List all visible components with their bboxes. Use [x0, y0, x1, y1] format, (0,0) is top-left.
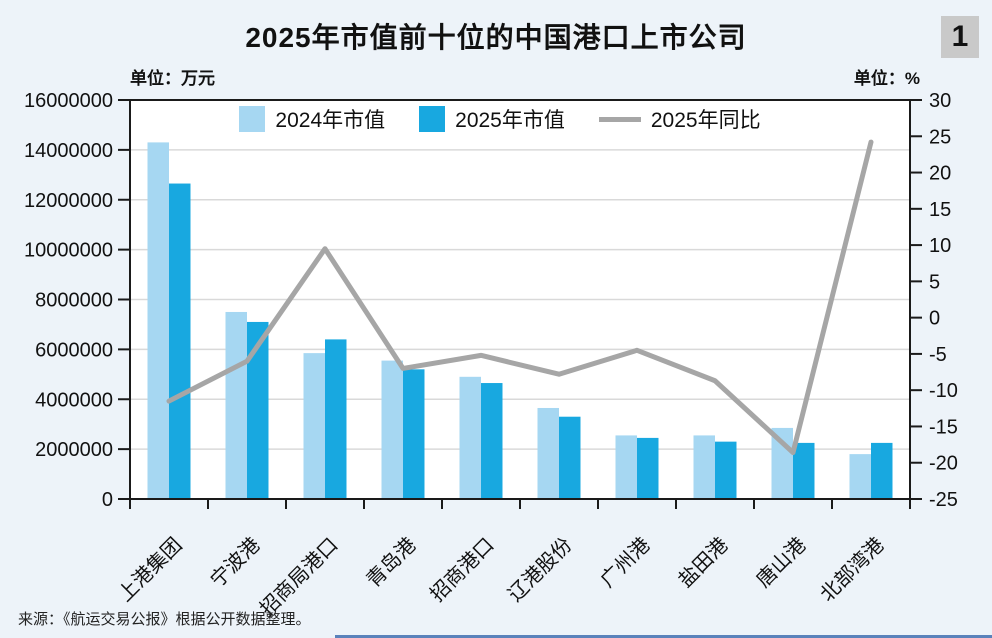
legend-swatch-2024-icon	[239, 106, 266, 132]
left-axis-tick-label: 10000000	[24, 240, 113, 262]
bar-2025年市值-北部湾港	[871, 442, 893, 499]
left-axis-tick-label: 4000000	[35, 389, 113, 411]
left-axis-tick-label: 14000000	[24, 140, 113, 162]
bar-2025年市值-招商局港口	[325, 339, 347, 499]
bar-2024年市值-宁波港	[225, 311, 247, 499]
bar-2025年市值-青岛港	[403, 369, 425, 499]
source-credit: 来源：《航运交易公报》根据公开数据整理。	[18, 612, 311, 628]
bar-2024年市值-青岛港	[381, 360, 403, 499]
left-axis-tick-label: 2000000	[35, 439, 113, 461]
page-number-badge: 1	[941, 16, 979, 58]
x-axis-category-label: 唐山港	[752, 533, 811, 592]
left-axis-tick-label: 16000000	[24, 90, 113, 112]
legend-item-yoy: 2025年同比	[598, 104, 761, 134]
left-axis-unit-label: 单位：万元	[130, 69, 215, 88]
bar-2024年市值-招商港口	[459, 376, 481, 499]
legend-line-yoy-icon	[598, 116, 641, 122]
right-axis-tick-label: 15	[929, 199, 951, 221]
left-axis-tick-label: 12000000	[24, 190, 113, 212]
right-axis-tick-label: -25	[929, 489, 958, 511]
x-axis-category-label: 辽港股份	[504, 533, 577, 606]
bar-2024年市值-招商局港口	[303, 353, 325, 499]
bar-2025年市值-上港集团	[169, 183, 191, 499]
right-axis-tick-label: -10	[929, 380, 958, 402]
x-axis-category-label: 宁波港	[206, 533, 265, 592]
legend-item-2024: 2024年市值	[239, 104, 385, 134]
right-axis-tick-label: 20	[929, 163, 951, 185]
left-axis-tick-label: 6000000	[35, 339, 113, 361]
x-axis-category-label: 青岛港	[362, 533, 421, 592]
legend-label-yoy: 2025年同比	[650, 109, 761, 132]
bar-2025年市值-招商港口	[481, 383, 503, 499]
bar-2025年市值-广州港	[637, 437, 659, 499]
legend-label-2025: 2025年市值	[455, 109, 565, 132]
right-axis-tick-label: 0	[929, 308, 940, 330]
legend-label-2024: 2024年市值	[275, 109, 386, 132]
left-axis-tick-label: 8000000	[35, 290, 113, 312]
bar-2024年市值-盐田港	[693, 435, 715, 499]
bar-2024年市值-广州港	[615, 435, 637, 499]
right-axis-tick-label: -20	[929, 453, 958, 475]
page-title: 2025年市值前十位的中国港口上市公司	[245, 22, 747, 53]
bar-2024年市值-辽港股份	[537, 407, 559, 499]
legend-item-2025: 2025年市值	[419, 104, 565, 134]
bottom-accent-bar	[335, 635, 992, 638]
right-axis-tick-label: 25	[929, 126, 951, 148]
x-axis-category-label: 盐田港	[674, 533, 733, 592]
bar-2025年市值-唐山港	[793, 442, 815, 499]
bar-2024年市值-北部湾港	[849, 454, 871, 499]
legend-swatch-2025-icon	[419, 106, 446, 132]
bar-2024年市值-上港集团	[147, 142, 169, 500]
x-axis-category-label: 招商港口	[426, 533, 499, 606]
x-axis-category-label: 北部湾港	[816, 533, 889, 606]
x-axis-category-label: 广州港	[596, 533, 655, 592]
bar-2025年市值-盐田港	[715, 441, 737, 499]
right-axis-tick-label: 30	[929, 90, 951, 112]
x-axis-category-label: 上港集团	[114, 533, 187, 606]
right-axis-unit-label: 单位：%	[853, 69, 920, 88]
chart-legend: 2024年市值 2025年市值 2025年同比	[130, 104, 870, 134]
left-axis-tick-label: 0	[102, 489, 113, 511]
right-axis-tick-label: -15	[929, 416, 958, 438]
right-axis-tick-label: 5	[929, 271, 940, 293]
right-axis-tick-label: 10	[929, 235, 951, 257]
bar-2025年市值-辽港股份	[559, 416, 581, 499]
bar-2025年市值-宁波港	[247, 321, 269, 499]
right-axis-tick-label: -5	[929, 344, 947, 366]
yoy-line-series	[166, 139, 874, 456]
